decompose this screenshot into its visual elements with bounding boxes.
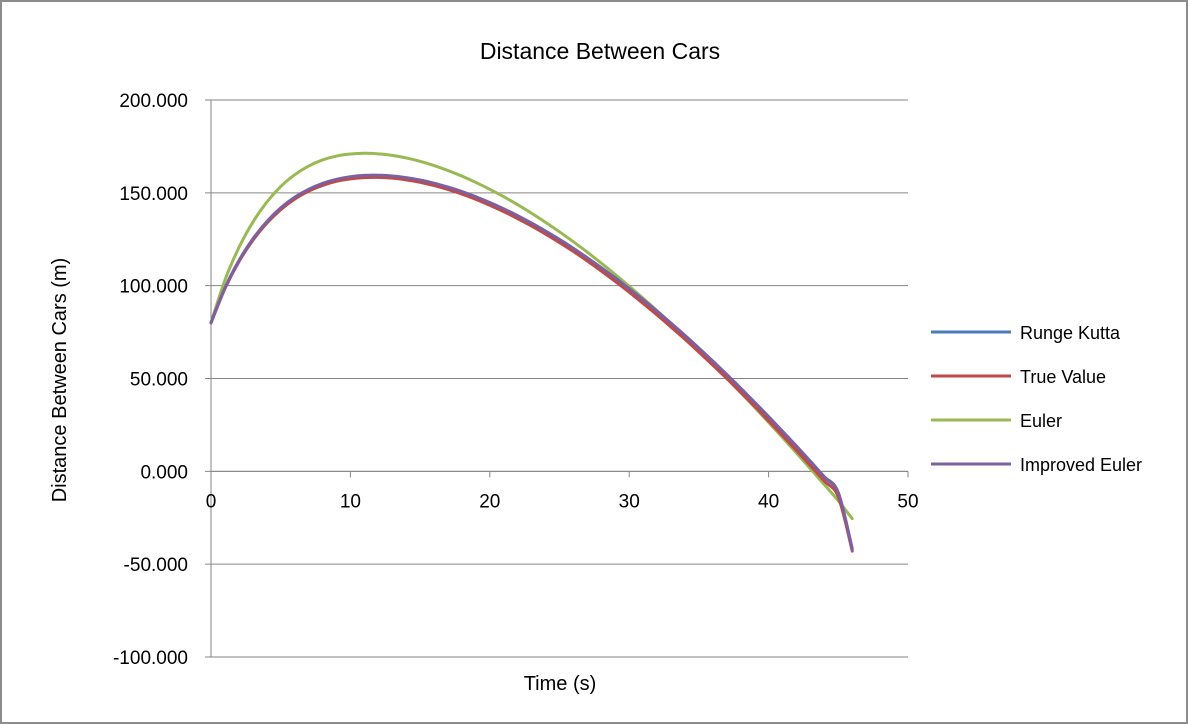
y-tick-label: 150.000	[119, 184, 188, 205]
x-tick-label: 0	[206, 491, 217, 512]
legend-label: True Value	[1020, 367, 1106, 387]
gridlines	[205, 99, 908, 658]
axes	[210, 100, 909, 657]
legend-label: Euler	[1020, 411, 1062, 431]
tick-labels: -100.000 -50.000 0.000 50.000 100.000 150.000…	[113, 91, 919, 669]
y-tick-label: 0.000	[140, 462, 188, 483]
series-line-true-value	[209, 175, 854, 553]
x-tick-label: 20	[479, 491, 500, 512]
series-line-improved-euler	[209, 173, 854, 551]
series-line-euler	[209, 151, 854, 521]
x-tick-label: 10	[340, 491, 361, 512]
x-tick-label: 50	[897, 491, 918, 512]
legend: Runge Kutta True Value Euler Improved Euler	[931, 323, 1142, 475]
y-tick-label: 200.000	[119, 91, 188, 112]
series-lines	[209, 151, 854, 553]
y-tick-label: 50.000	[130, 370, 188, 391]
legend-label: Improved Euler	[1020, 455, 1142, 475]
legend-label: Runge Kutta	[1020, 323, 1121, 343]
x-axis-label: Time (s)	[524, 673, 597, 695]
y-tick-label: 100.000	[119, 277, 188, 298]
y-tick-label: -50.000	[124, 555, 188, 576]
series-line-runge-kutta	[209, 174, 854, 550]
chart-title: Distance Between Cars	[480, 38, 720, 64]
y-axis-label: Distance Between Cars (m)	[49, 258, 71, 503]
x-tick-label: 30	[619, 491, 640, 512]
y-tick-label: -100.000	[113, 648, 188, 669]
x-tick-label: 40	[758, 491, 779, 512]
